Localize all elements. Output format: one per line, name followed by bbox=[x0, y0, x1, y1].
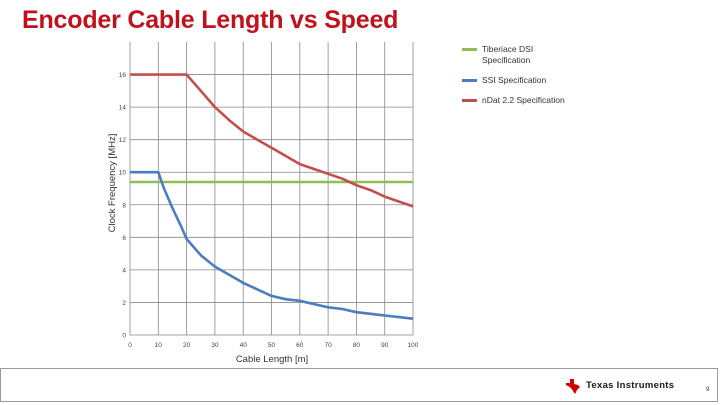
legend-swatch-red bbox=[462, 99, 477, 102]
y-tick-label: 2 bbox=[122, 300, 126, 307]
legend-item-blue: SSI Specification bbox=[462, 75, 572, 86]
x-tick-label: 10 bbox=[155, 342, 163, 349]
x-tick-label: 50 bbox=[268, 342, 276, 349]
texas-instruments-logo: Texas Instruments bbox=[564, 377, 689, 397]
legend-swatch-green bbox=[462, 48, 477, 51]
y-tick-label: 12 bbox=[119, 137, 127, 144]
legend-item-red: nDat 2.2 Specification bbox=[462, 95, 572, 106]
y-tick-label: 4 bbox=[122, 267, 126, 274]
texas-state-icon bbox=[566, 379, 580, 394]
blue-series-line bbox=[130, 170, 414, 320]
page-number: 9 bbox=[706, 387, 710, 393]
x-axis-label: Cable Length [m] bbox=[236, 354, 308, 365]
x-tick-label: 0 bbox=[128, 342, 132, 349]
y-tick-label: 16 bbox=[119, 72, 127, 79]
legend-label-green: Tiberiace DSI Specification bbox=[482, 44, 534, 65]
axis-tick-labels: 0 10 20 30 40 50 60 70 80 90 100 0 2 4 6 8 10 12 14 16 bbox=[119, 72, 419, 349]
legend-item-green: Tiberiace DSI Specification bbox=[462, 44, 572, 66]
x-tick-label: 20 bbox=[183, 342, 191, 349]
x-tick-label: 30 bbox=[211, 342, 219, 349]
x-tick-label: 100 bbox=[408, 342, 419, 349]
y-tick-label: 6 bbox=[122, 235, 126, 242]
brand-wordmark: Texas Instruments bbox=[586, 380, 675, 391]
grid-lines bbox=[129, 42, 414, 336]
x-tick-label: 90 bbox=[381, 342, 389, 349]
x-tick-label: 60 bbox=[296, 342, 304, 349]
red-series-line bbox=[130, 73, 414, 208]
y-tick-label: 10 bbox=[119, 170, 127, 177]
x-tick-label: 80 bbox=[353, 342, 361, 349]
x-tick-label: 40 bbox=[240, 342, 248, 349]
footer-box bbox=[0, 368, 718, 402]
y-tick-label: 0 bbox=[122, 333, 126, 340]
legend-label-red: nDat 2.2 Specification bbox=[482, 95, 565, 105]
x-tick-label: 70 bbox=[324, 342, 332, 349]
slide-title: Encoder Cable Length vs Speed bbox=[22, 6, 399, 34]
y-tick-label: 14 bbox=[119, 105, 127, 112]
chart-legend: Tiberiace DSI Specification SSI Specific… bbox=[462, 44, 572, 115]
y-tick-label: 8 bbox=[122, 202, 126, 209]
legend-swatch-blue bbox=[462, 79, 477, 82]
y-axis-label: Clock Frequency [MHz] bbox=[107, 134, 118, 233]
series-lines bbox=[130, 73, 414, 320]
legend-label-blue: SSI Specification bbox=[482, 75, 547, 85]
